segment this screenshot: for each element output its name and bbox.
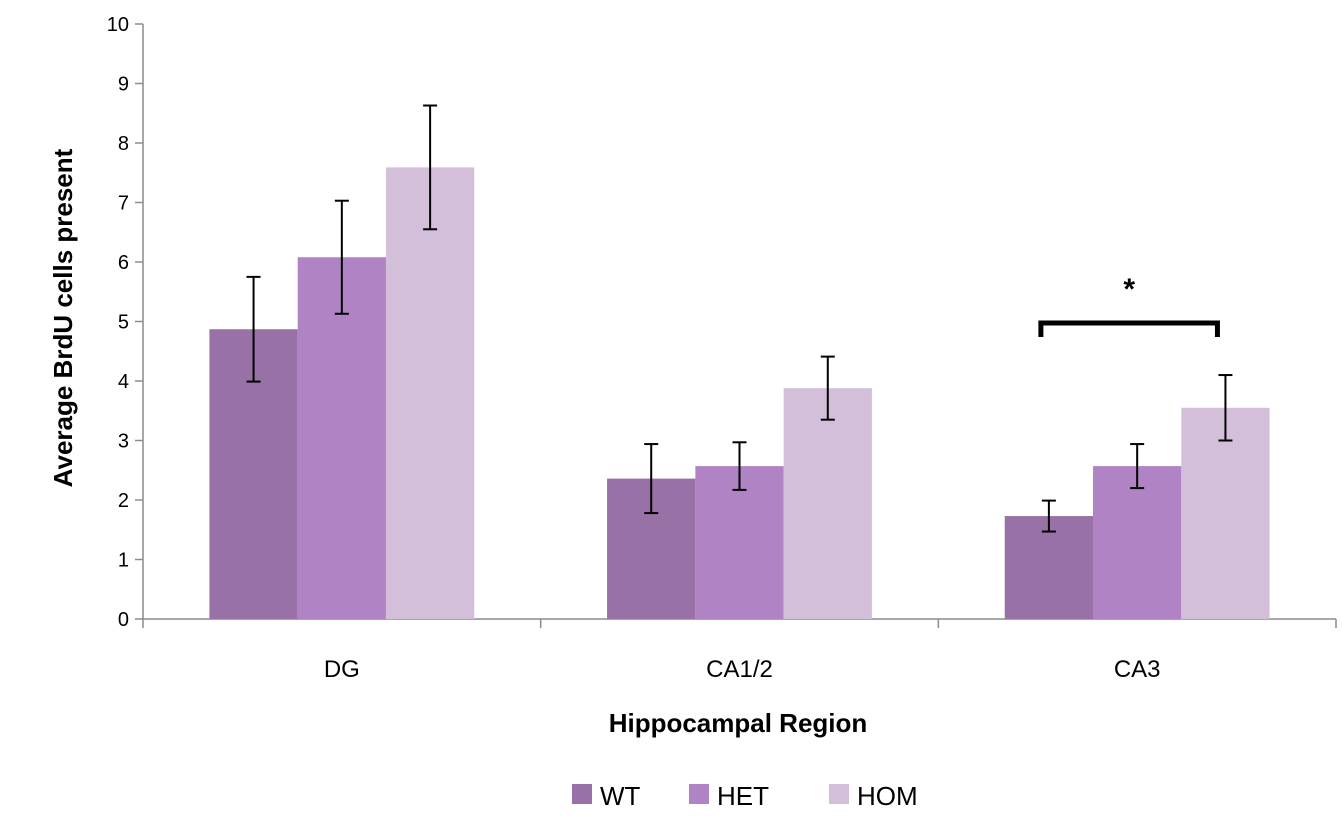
bar-ca3-hom — [1181, 407, 1270, 619]
error-bar-ca3-hom — [1218, 374, 1233, 442]
x-tick-label-ca3: CA3 — [1114, 656, 1161, 683]
y-tick-label: 3 — [118, 431, 129, 453]
y-tick-label: 10 — [107, 14, 129, 36]
y-tick-label: 6 — [118, 252, 129, 274]
y-tick-label: 7 — [118, 193, 129, 215]
y-tick-label: 2 — [118, 490, 129, 512]
error-bar-ca1-2-hom — [820, 355, 835, 421]
y-axis-title: Average BrdU cells present — [48, 148, 78, 487]
y-tick-label: 9 — [118, 74, 129, 96]
bar-ca3-het — [1093, 466, 1182, 619]
bars — [209, 167, 1270, 619]
y-axis: 0 1 2 3 4 5 6 7 8 9 10 — [107, 14, 144, 631]
bar-dg-hom — [385, 167, 475, 619]
bar-ca3-wt — [1004, 516, 1094, 619]
error-bar-ca3-het — [1130, 443, 1145, 490]
x-axis-title: Hippocampal Region — [609, 708, 868, 738]
error-bar-dg-wt — [246, 275, 261, 383]
error-bar-dg-het — [334, 199, 349, 315]
y-tick-label: 8 — [118, 133, 129, 155]
y-tick-label: 4 — [118, 371, 129, 393]
x-tick-label-dg: DG — [324, 656, 360, 683]
bar-ca1-2-hom — [783, 388, 872, 619]
legend-label-wt: WT — [600, 781, 641, 811]
y-tick-label: 0 — [118, 609, 129, 631]
error-bar-ca1-2-wt — [644, 443, 659, 515]
legend-swatch-hom — [829, 784, 849, 804]
bar-dg-het — [297, 257, 386, 619]
legend: WT HET HOM — [572, 781, 918, 811]
legend-swatch-wt — [572, 784, 592, 804]
error-bar-ca1-2-het — [732, 441, 747, 491]
error-bar-ca3-wt — [1041, 499, 1056, 533]
legend-swatch-het — [689, 784, 709, 804]
y-tick-label: 1 — [118, 550, 129, 572]
significance-star: * — [1123, 273, 1135, 306]
bar-ca1-2-het — [695, 466, 784, 619]
legend-item-wt: WT — [572, 781, 641, 811]
x-axis: DG CA1/2 CA3 — [142, 618, 1337, 683]
error-bars — [246, 104, 1233, 533]
legend-label-hom: HOM — [857, 781, 918, 811]
significance-bracket — [1038, 320, 1220, 338]
x-tick-label-ca1-2: CA1/2 — [706, 656, 773, 683]
legend-item-het: HET — [689, 781, 769, 811]
error-bar-dg-hom — [423, 104, 438, 231]
significance-annotations: * — [1038, 273, 1220, 338]
legend-label-het: HET — [717, 781, 769, 811]
y-tick-label: 5 — [118, 312, 129, 334]
legend-item-hom: HOM — [829, 781, 918, 811]
